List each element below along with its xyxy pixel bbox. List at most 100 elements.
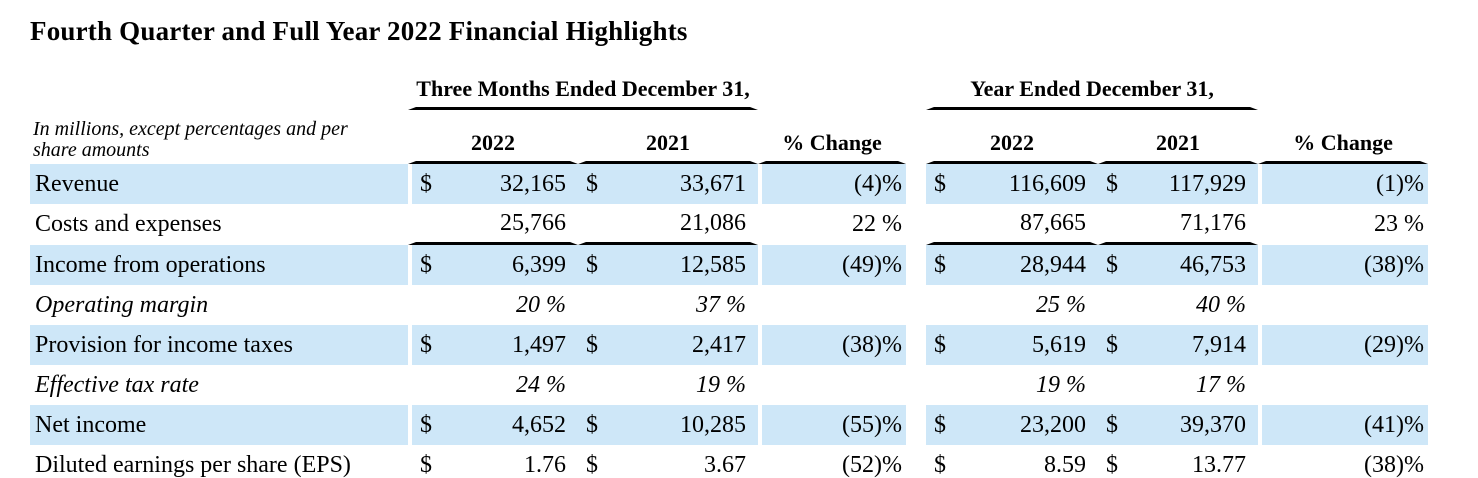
col-header-q4-2021: 2021: [578, 110, 759, 164]
dollar-sign: $: [420, 451, 432, 478]
cell-q4-2022: 25,766: [408, 204, 578, 245]
cell-q4-change: (55)%: [758, 405, 907, 445]
cell-q4-2022: $1.76: [408, 445, 578, 478]
dollar-sign: $: [1106, 170, 1119, 197]
cell-fy-2022: $28,944: [926, 245, 1099, 285]
cell-value: 39,370: [1180, 411, 1247, 438]
cell-fy-change: (38)%: [1258, 245, 1429, 285]
cell-fy-2022: 25 %: [926, 285, 1098, 325]
cell-fy-2021: $46,753: [1098, 245, 1259, 285]
cell-value: 5,619: [1032, 331, 1087, 358]
cell-value: 23,200: [1020, 411, 1087, 438]
row-label: Income from operations: [30, 245, 408, 285]
cell-value: 19 %: [1036, 371, 1087, 398]
cell-value: 24 %: [516, 371, 566, 398]
cell-value: 13.77: [1192, 451, 1247, 478]
column-spacer: [906, 325, 927, 365]
row-label: Net income: [30, 405, 408, 445]
col-header-q4-change: % Change: [758, 110, 907, 164]
group-header-year-ended: Year Ended December 31,: [926, 59, 1259, 110]
cell-fy-change: (1)%: [1258, 164, 1429, 204]
cell-fy-2021: 40 %: [1098, 285, 1258, 325]
dollar-sign: $: [420, 170, 432, 197]
column-spacer: [906, 245, 927, 285]
dollar-sign: $: [934, 411, 947, 438]
group-header-three-months: Three Months Ended December 31,: [408, 59, 759, 110]
cell-q4-2022: $6,399: [408, 245, 578, 285]
cell-value: 20 %: [516, 291, 566, 318]
table-row-net-income: Net income $4,652 $10,285 (55)% $23,200 …: [30, 405, 1429, 445]
cell-q4-change: (52)%: [758, 445, 906, 478]
cell-fy-2022: $116,609: [926, 164, 1099, 204]
table-row-income-from-operations: Income from operations $6,399 $12,585 (4…: [30, 245, 1429, 285]
cell-fy-2021: $117,929: [1098, 164, 1259, 204]
cell-fy-2022: 19 %: [926, 365, 1098, 405]
cell-value: 17 %: [1196, 371, 1247, 398]
cell-value: 1.76: [524, 451, 566, 478]
cell-value: 19 %: [696, 371, 747, 398]
cell-fy-2022: $23,200: [926, 405, 1099, 445]
col-header-q4-2022: 2022: [408, 110, 578, 164]
cell-value: 8.59: [1044, 451, 1087, 478]
cell-q4-change: (49)%: [758, 245, 907, 285]
dollar-sign: $: [420, 331, 432, 358]
cell-value: 37 %: [696, 291, 747, 318]
table-row-provision-for-income-taxes: Provision for income taxes $1,497 $2,417…: [30, 325, 1429, 365]
cell-fy-change: (38)%: [1258, 445, 1428, 478]
row-label: Costs and expenses: [35, 211, 222, 237]
column-spacer: [906, 164, 927, 204]
row-label: Provision for income taxes: [30, 325, 408, 365]
cell-q4-change: 22 %: [758, 204, 906, 245]
row-label: Revenue: [30, 164, 408, 204]
cell-value: 32,165: [500, 170, 566, 197]
cell-fy-change: (29)%: [1258, 325, 1429, 365]
cell-value: 33,671: [680, 170, 747, 197]
dollar-sign: $: [586, 251, 598, 278]
dollar-sign: $: [1106, 251, 1119, 278]
table-row-costs-and-expenses: Costs and expenses 25,766 21,086 22 % 87…: [30, 204, 1428, 245]
dollar-sign: $: [934, 451, 947, 478]
row-label: Diluted earnings per share (EPS): [35, 451, 351, 478]
dollar-sign: $: [420, 251, 432, 278]
table-note: In millions, except percentages and per …: [30, 59, 408, 164]
cell-q4-2022: $32,165: [408, 164, 578, 204]
cell-fy-2022: $8.59: [926, 445, 1098, 478]
cell-q4-2022: 20 %: [408, 285, 578, 325]
dollar-sign: $: [586, 451, 598, 478]
cell-value: 21,086: [680, 209, 747, 236]
column-spacer: [906, 445, 927, 478]
cell-fy-2021: $7,914: [1098, 325, 1259, 365]
cell-value: 40 %: [1196, 291, 1247, 318]
cell-q4-2022: $1,497: [408, 325, 578, 365]
dollar-sign: $: [1106, 451, 1119, 478]
cell-q4-2022: 24 %: [408, 365, 578, 405]
cell-fy-2022: $5,619: [926, 325, 1099, 365]
dollar-sign: $: [586, 331, 598, 358]
cell-q4-2021: $3.67: [578, 445, 758, 478]
cell-value: 12,585: [680, 251, 747, 278]
cell-q4-change: [758, 365, 906, 405]
dollar-sign: $: [586, 170, 598, 197]
cell-fy-2021: $39,370: [1098, 405, 1259, 445]
cell-q4-2021: 19 %: [578, 365, 758, 405]
column-header-row: 2022 2021 % Change 2022 2021 % Change: [30, 110, 1429, 164]
table-row-revenue: Revenue $32,165 $33,671 (4)% $116,609 $1…: [30, 164, 1429, 204]
cell-value: 25,766: [500, 209, 566, 236]
cell-fy-change: 23 %: [1258, 204, 1428, 245]
cell-value: 6,399: [512, 251, 566, 278]
column-spacer: [906, 204, 927, 245]
cell-fy-2021: 17 %: [1098, 365, 1258, 405]
column-spacer: [906, 405, 927, 445]
cell-q4-2021: $10,285: [578, 405, 759, 445]
column-spacer: [906, 110, 927, 164]
column-spacer: [906, 285, 927, 325]
header-spacer: [1258, 59, 1428, 110]
cell-fy-change: [1258, 365, 1428, 405]
dollar-sign: $: [420, 411, 432, 438]
col-header-fy-2021: 2021: [1098, 110, 1259, 164]
column-spacer: [906, 365, 927, 405]
cell-fy-2021: 71,176: [1098, 204, 1259, 245]
group-header-row: In millions, except percentages and per …: [30, 59, 1428, 161]
col-header-fy-2022: 2022: [926, 110, 1099, 164]
